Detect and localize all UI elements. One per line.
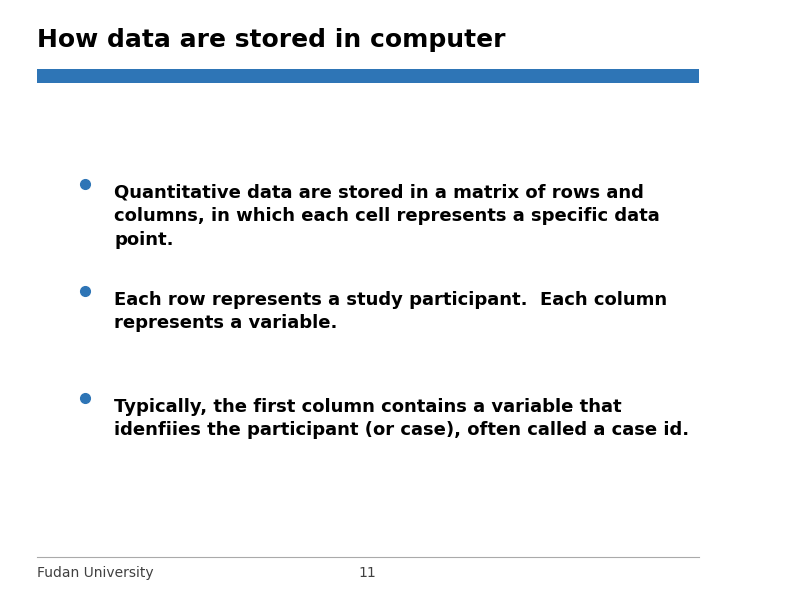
Text: Quantitative data are stored in a matrix of rows and
columns, in which each cell: Quantitative data are stored in a matrix… bbox=[114, 184, 660, 249]
Text: 11: 11 bbox=[359, 566, 377, 580]
Text: How data are stored in computer: How data are stored in computer bbox=[36, 28, 505, 52]
Text: Typically, the first column contains a variable that
idenfiies the participant (: Typically, the first column contains a v… bbox=[114, 398, 689, 439]
Text: Fudan University: Fudan University bbox=[36, 566, 154, 580]
FancyBboxPatch shape bbox=[36, 69, 699, 83]
Text: Each row represents a study participant.  Each column
represents a variable.: Each row represents a study participant.… bbox=[114, 291, 667, 332]
